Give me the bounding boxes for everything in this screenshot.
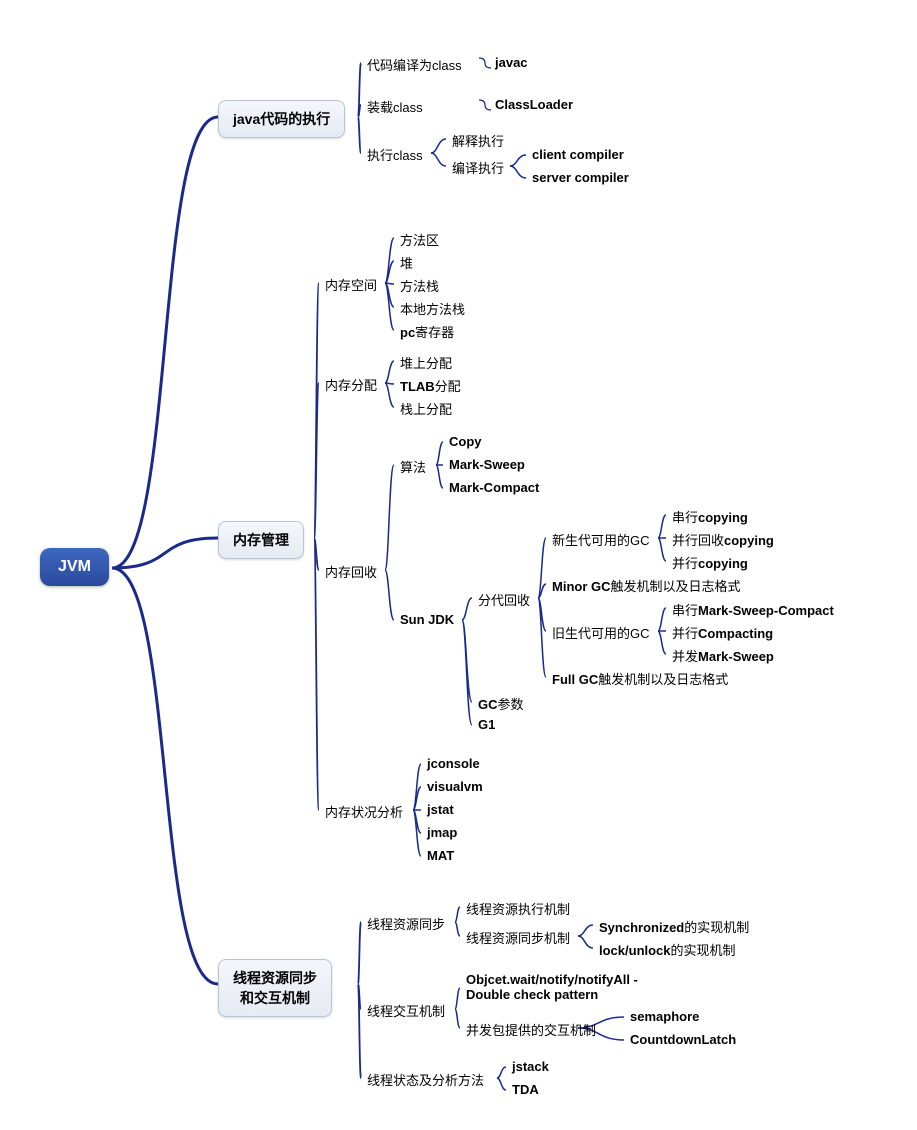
leaf: client compiler <box>532 147 624 162</box>
leaf: 并行回收copying <box>672 530 774 549</box>
leaf: ClassLoader <box>495 97 573 112</box>
node: Copy <box>449 434 482 449</box>
node: Minor GC触发机制以及日志格式 <box>552 576 741 595</box>
node: Full GC触发机制以及日志格式 <box>552 669 728 688</box>
leaf: server compiler <box>532 170 629 185</box>
node: Mark-Compact <box>449 480 539 495</box>
node: 新生代可用的GC <box>552 530 650 549</box>
leaf: javac <box>495 55 528 70</box>
node: 解释执行 <box>452 131 504 150</box>
leaf: 本地方法栈 <box>400 299 465 318</box>
node: 内存回收 <box>325 562 377 581</box>
box-mem: 内存管理 <box>218 521 304 559</box>
node: 线程状态及分析方法 <box>367 1070 484 1089</box>
node: Mark-Sweep <box>449 457 525 472</box>
node: 代码编译为class <box>367 55 462 74</box>
leaf: semaphore <box>630 1009 699 1024</box>
node: 编译执行 <box>452 158 504 177</box>
leaf: jstat <box>427 802 454 817</box>
node: 线程交互机制 <box>367 1001 445 1020</box>
node: GC参数 <box>478 694 524 713</box>
leaf: pc寄存器 <box>400 322 454 341</box>
box-exec: java代码的执行 <box>218 100 345 138</box>
node: 线程资源同步 <box>367 914 445 933</box>
leaf: 串行copying <box>672 507 748 526</box>
leaf: lock/unlock的实现机制 <box>599 940 736 959</box>
node: 线程资源执行机制 <box>466 899 570 918</box>
node: 分代回收 <box>478 590 530 609</box>
leaf: CountdownLatch <box>630 1032 736 1047</box>
leaf: 并发Mark-Sweep <box>672 646 774 665</box>
leaf: 并行copying <box>672 553 748 572</box>
leaf: jmap <box>427 825 457 840</box>
node: 内存分配 <box>325 375 377 394</box>
leaf: 并行Compacting <box>672 623 773 642</box>
box-thread: 线程资源同步和交互机制 <box>218 959 332 1017</box>
node: jstack <box>512 1059 549 1074</box>
leaf: 堆 <box>400 253 413 272</box>
leaf: visualvm <box>427 779 483 794</box>
node: G1 <box>478 717 495 732</box>
leaf: 串行Mark-Sweep-Compact <box>672 600 834 619</box>
leaf: Synchronized的实现机制 <box>599 917 749 936</box>
node: 算法 <box>400 457 426 476</box>
leaf: 方法区 <box>400 230 439 249</box>
leaf: jconsole <box>427 756 480 771</box>
node: 内存状况分析 <box>325 802 403 821</box>
leaf: TLAB分配 <box>400 376 461 395</box>
root-jvm: JVM <box>40 548 109 586</box>
node: TDA <box>512 1082 539 1097</box>
leaf: 栈上分配 <box>400 399 452 418</box>
leaf: 方法栈 <box>400 276 439 295</box>
node: 旧生代可用的GC <box>552 623 650 642</box>
node: 内存空间 <box>325 275 377 294</box>
node: Sun JDK <box>400 612 454 627</box>
node: Objcet.wait/notify/notifyAll -Double che… <box>466 972 638 1002</box>
node: 并发包提供的交互机制 <box>466 1020 596 1039</box>
leaf: MAT <box>427 848 454 863</box>
leaf: 堆上分配 <box>400 353 452 372</box>
node: 执行class <box>367 145 423 164</box>
node: 线程资源同步机制 <box>466 928 570 947</box>
node: 装载class <box>367 97 423 116</box>
